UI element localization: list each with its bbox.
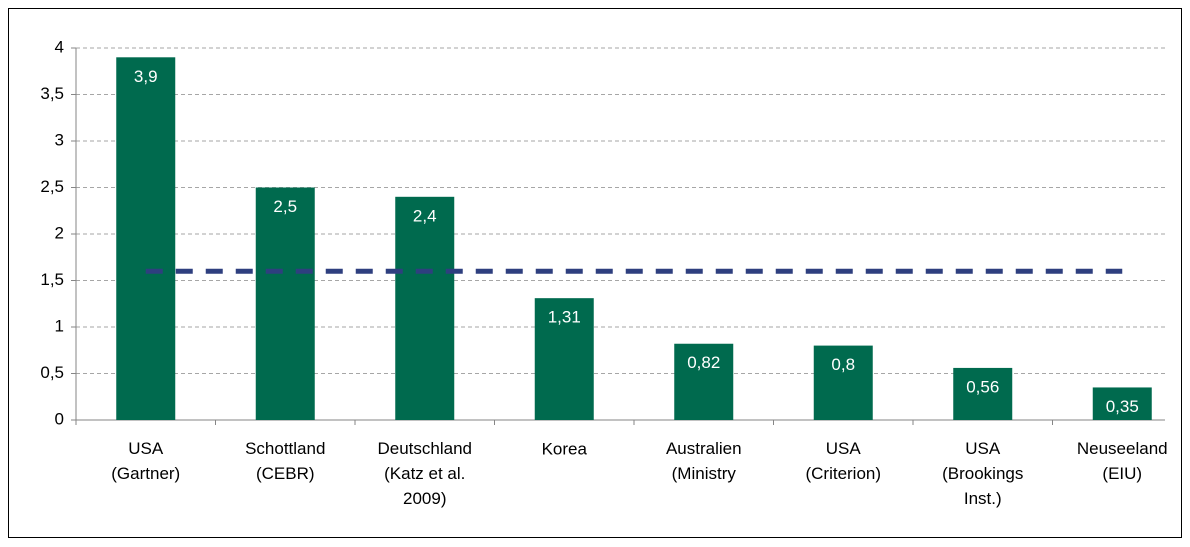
y-tick-label: 1	[55, 316, 64, 335]
bar	[534, 298, 594, 420]
data-label: 3,9	[134, 67, 158, 86]
x-tick-label: Schottland (CEBR)	[245, 439, 325, 483]
data-label: 0,35	[1106, 397, 1139, 416]
y-tick-label: 0	[55, 409, 64, 428]
x-tick-label: USA (Gartner)	[111, 439, 180, 483]
data-label: 1,31	[548, 308, 581, 327]
y-tick-label: 3,5	[40, 84, 64, 103]
bar	[395, 196, 455, 420]
y-tick-label: 4	[55, 37, 64, 56]
x-tick-label: Korea	[542, 439, 588, 458]
y-tick-label: 2,5	[40, 177, 64, 196]
bar	[1092, 387, 1152, 420]
y-tick-label: 0,5	[40, 363, 64, 382]
data-label: 2,4	[413, 206, 437, 225]
y-tick-label: 3	[55, 130, 64, 149]
y-tick-label: 2	[55, 223, 64, 242]
data-label: 0,8	[831, 355, 855, 374]
data-label: 0,82	[687, 353, 720, 372]
x-tick-label: USA (Criterion)	[805, 439, 881, 483]
x-tick-label: Neuseeland (EIU)	[1077, 439, 1168, 483]
bar	[674, 343, 734, 420]
x-tick-label: Deutschland (Katz et al. 2009)	[377, 439, 472, 508]
y-tick-label: 1,5	[40, 270, 64, 289]
bar	[813, 345, 873, 420]
chart-border	[8, 8, 1182, 538]
bar	[116, 57, 176, 421]
x-tick-label: Australien (Ministry	[666, 439, 742, 483]
bar	[953, 367, 1013, 420]
data-label: 2,5	[273, 197, 297, 216]
data-label: 0,56	[966, 377, 999, 396]
bar	[255, 187, 315, 420]
x-tick-label: USA (Brookings Inst.)	[942, 439, 1023, 508]
